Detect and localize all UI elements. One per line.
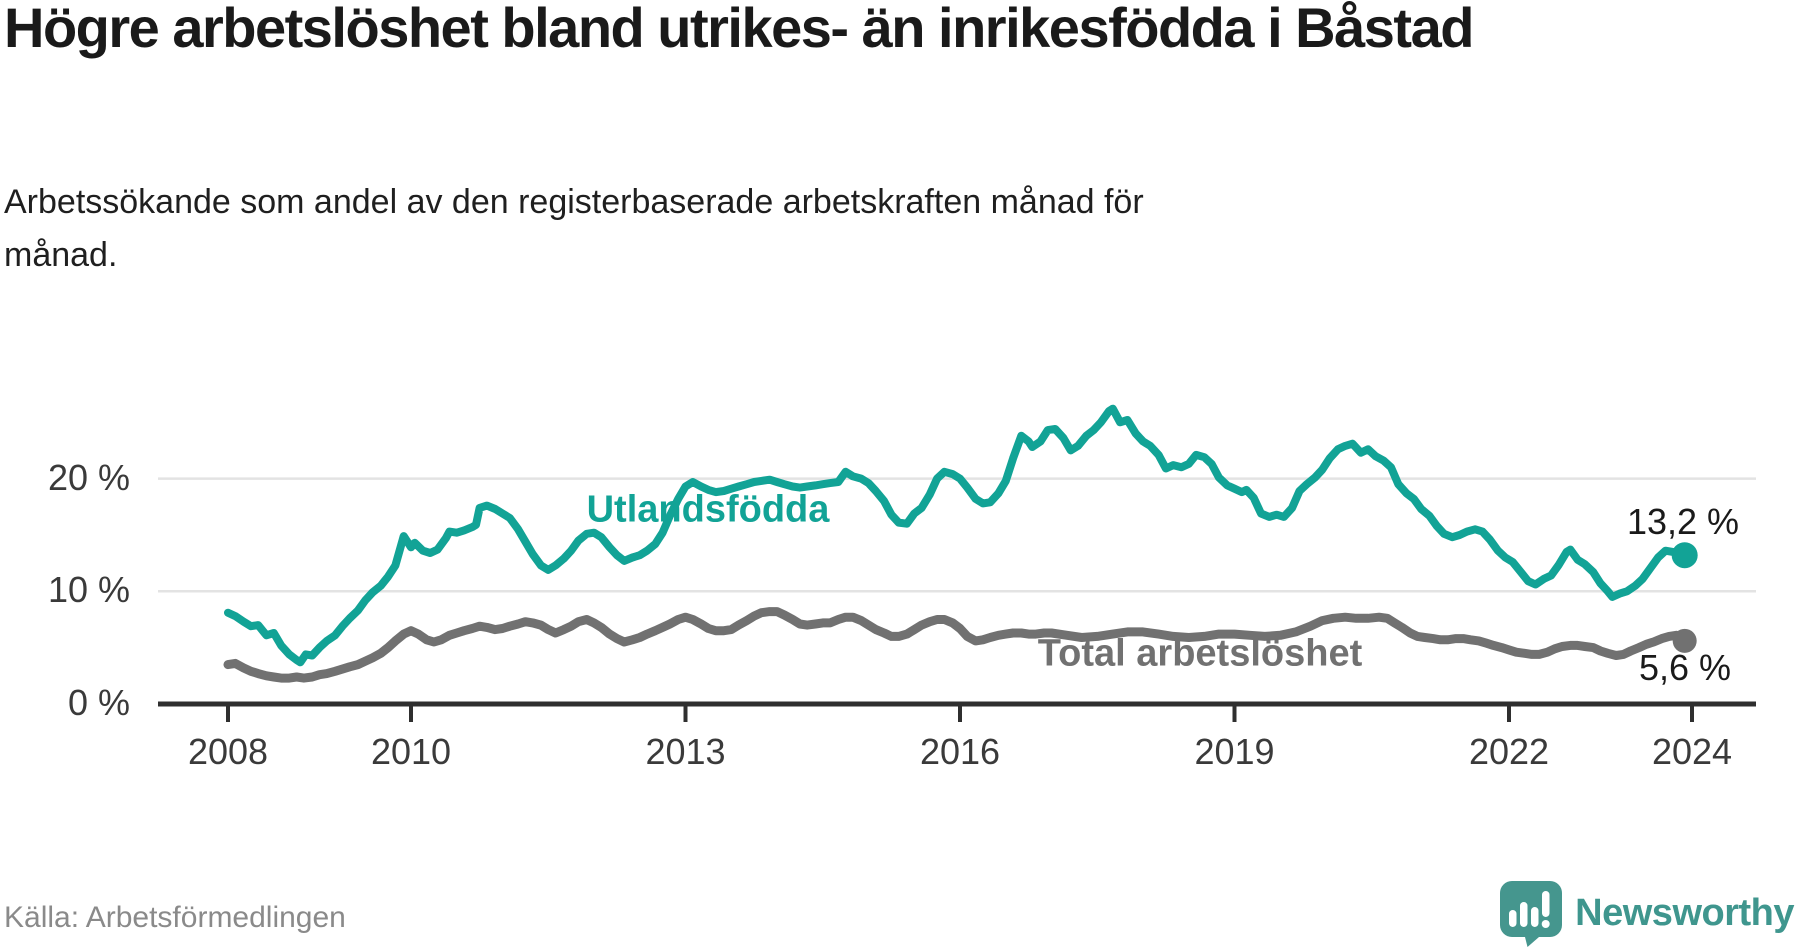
x-tick-label-2016: 2016 xyxy=(919,731,1001,772)
x-tick-label-2013: 2013 xyxy=(645,731,726,772)
end-value-label-total-arbetsloshet: 5,6 % xyxy=(1638,647,1732,688)
source-note: Källa: Arbetsförmedlingen xyxy=(4,901,346,934)
x-tick-label-2019: 2019 xyxy=(1194,731,1275,772)
chart-subtitle-line2: månad. xyxy=(4,236,118,274)
chart-subtitle-line1: Arbetssökande som andel av den registerb… xyxy=(4,183,1144,221)
chart-subtitle: Arbetssökande som andel av den registerb… xyxy=(4,176,1704,282)
x-tick-label-2008: 2008 xyxy=(187,731,269,772)
series-label-total-arbetsloshet: Total arbetslöshet xyxy=(1037,632,1363,675)
x-tick-label-2010: 2010 xyxy=(370,731,452,772)
brand-name: Newsworthy xyxy=(1575,892,1794,934)
newsworthy-logo-icon xyxy=(1500,881,1563,947)
x-tick-label-2022: 2022 xyxy=(1468,731,1550,772)
newsworthy-logo: Newsworthy xyxy=(1499,880,1794,947)
page-title: Högre arbetslöshet bland utrikes- än inr… xyxy=(4,0,1474,59)
series-line-utlandsfodda xyxy=(224,404,1689,667)
x-tick-label-2024: 2024 xyxy=(1651,731,1733,772)
end-value-label-utlandsfodda: 13,2 % xyxy=(1626,501,1740,542)
y-tick-label-10: 10 % xyxy=(47,569,130,611)
series-end-dot-total-arbetsloshet xyxy=(1672,628,1697,653)
series-end-dot-utlandsfodda xyxy=(1671,542,1698,569)
y-tick-label-20: 20 % xyxy=(47,456,130,498)
y-tick-label-0: 0 % xyxy=(67,682,130,723)
series-line-total-arbetsloshet xyxy=(223,607,1690,683)
series-label-utlandsfodda: Utlandsfödda xyxy=(586,488,830,531)
